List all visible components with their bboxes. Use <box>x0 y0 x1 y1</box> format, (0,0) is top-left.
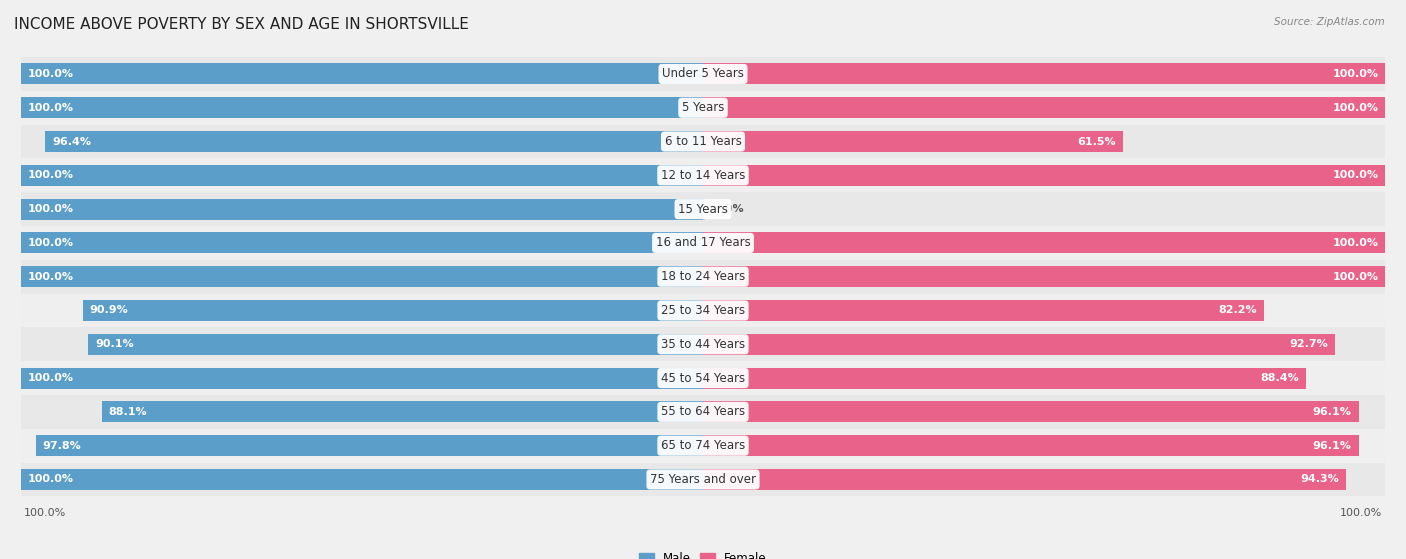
Bar <box>21 198 703 220</box>
Bar <box>21 266 703 287</box>
Bar <box>21 125 703 158</box>
Bar <box>21 158 703 192</box>
Text: 75 Years and over: 75 Years and over <box>650 473 756 486</box>
Bar <box>703 260 1385 293</box>
Text: 61.5%: 61.5% <box>1077 136 1116 146</box>
Bar <box>703 57 1385 91</box>
Bar <box>45 131 703 152</box>
Bar <box>703 293 1385 328</box>
Text: Under 5 Years: Under 5 Years <box>662 68 744 80</box>
Text: 12 to 14 Years: 12 to 14 Years <box>661 169 745 182</box>
Text: 96.1%: 96.1% <box>1313 407 1351 417</box>
Bar <box>703 91 1385 125</box>
Bar <box>89 334 703 355</box>
Text: 88.4%: 88.4% <box>1260 373 1299 383</box>
Bar <box>21 293 703 328</box>
Text: 25 to 34 Years: 25 to 34 Years <box>661 304 745 317</box>
Bar <box>703 158 1385 192</box>
Bar <box>703 131 1122 152</box>
Text: 100.0%: 100.0% <box>28 103 73 113</box>
Text: 65 to 74 Years: 65 to 74 Years <box>661 439 745 452</box>
Text: 5 Years: 5 Years <box>682 101 724 114</box>
Text: 16 and 17 Years: 16 and 17 Years <box>655 236 751 249</box>
Text: 90.9%: 90.9% <box>90 306 128 315</box>
Bar <box>703 469 1346 490</box>
Bar <box>703 233 1385 253</box>
Bar <box>21 395 703 429</box>
Bar <box>21 462 703 496</box>
Bar <box>21 64 703 84</box>
Bar <box>703 300 1264 321</box>
Legend: Male, Female: Male, Female <box>634 547 772 559</box>
Text: 15 Years: 15 Years <box>678 202 728 216</box>
Text: 100.0%: 100.0% <box>1340 508 1382 518</box>
Text: 18 to 24 Years: 18 to 24 Years <box>661 270 745 283</box>
Bar <box>83 300 703 321</box>
Text: 100.0%: 100.0% <box>28 373 73 383</box>
Text: 100.0%: 100.0% <box>28 475 73 485</box>
Bar <box>703 165 1385 186</box>
Bar <box>21 368 703 389</box>
Bar <box>21 226 703 260</box>
Text: 0.0%: 0.0% <box>713 204 744 214</box>
Text: 55 to 64 Years: 55 to 64 Years <box>661 405 745 418</box>
Text: 100.0%: 100.0% <box>1333 170 1378 181</box>
Text: 100.0%: 100.0% <box>28 238 73 248</box>
Bar <box>21 429 703 462</box>
Text: 82.2%: 82.2% <box>1218 306 1257 315</box>
Text: 100.0%: 100.0% <box>28 204 73 214</box>
Bar <box>21 97 703 118</box>
Bar <box>37 435 703 456</box>
Bar <box>703 435 1358 456</box>
Text: 45 to 54 Years: 45 to 54 Years <box>661 372 745 385</box>
Bar <box>703 368 1306 389</box>
Bar <box>21 328 703 361</box>
Bar <box>703 97 1385 118</box>
Bar <box>21 469 703 490</box>
Bar <box>703 64 1385 84</box>
Text: 100.0%: 100.0% <box>1333 238 1378 248</box>
Bar <box>703 125 1385 158</box>
Text: 88.1%: 88.1% <box>108 407 148 417</box>
Text: 35 to 44 Years: 35 to 44 Years <box>661 338 745 351</box>
Bar <box>703 334 1336 355</box>
Bar <box>21 233 703 253</box>
Bar <box>21 57 703 91</box>
Bar <box>703 198 704 220</box>
Text: 96.1%: 96.1% <box>1313 440 1351 451</box>
Bar <box>703 462 1385 496</box>
Bar <box>703 395 1385 429</box>
Text: 6 to 11 Years: 6 to 11 Years <box>665 135 741 148</box>
Bar <box>21 91 703 125</box>
Bar <box>703 401 1358 423</box>
Text: 100.0%: 100.0% <box>28 69 73 79</box>
Text: 97.8%: 97.8% <box>42 440 82 451</box>
Text: 96.4%: 96.4% <box>52 136 91 146</box>
Text: Source: ZipAtlas.com: Source: ZipAtlas.com <box>1274 17 1385 27</box>
Bar <box>703 361 1385 395</box>
Text: 94.3%: 94.3% <box>1301 475 1340 485</box>
Text: 92.7%: 92.7% <box>1289 339 1329 349</box>
Bar <box>21 361 703 395</box>
Bar <box>21 260 703 293</box>
Text: 90.1%: 90.1% <box>96 339 134 349</box>
Bar <box>21 165 703 186</box>
Bar <box>703 328 1385 361</box>
Bar <box>21 192 703 226</box>
Bar <box>103 401 703 423</box>
Text: 100.0%: 100.0% <box>24 508 66 518</box>
Bar <box>703 266 1385 287</box>
Text: 100.0%: 100.0% <box>1333 272 1378 282</box>
Text: 100.0%: 100.0% <box>1333 103 1378 113</box>
Bar <box>703 192 1385 226</box>
Text: INCOME ABOVE POVERTY BY SEX AND AGE IN SHORTSVILLE: INCOME ABOVE POVERTY BY SEX AND AGE IN S… <box>14 17 470 32</box>
Bar <box>703 226 1385 260</box>
Text: 100.0%: 100.0% <box>1333 69 1378 79</box>
Text: 100.0%: 100.0% <box>28 272 73 282</box>
Bar <box>703 429 1385 462</box>
Text: 100.0%: 100.0% <box>28 170 73 181</box>
